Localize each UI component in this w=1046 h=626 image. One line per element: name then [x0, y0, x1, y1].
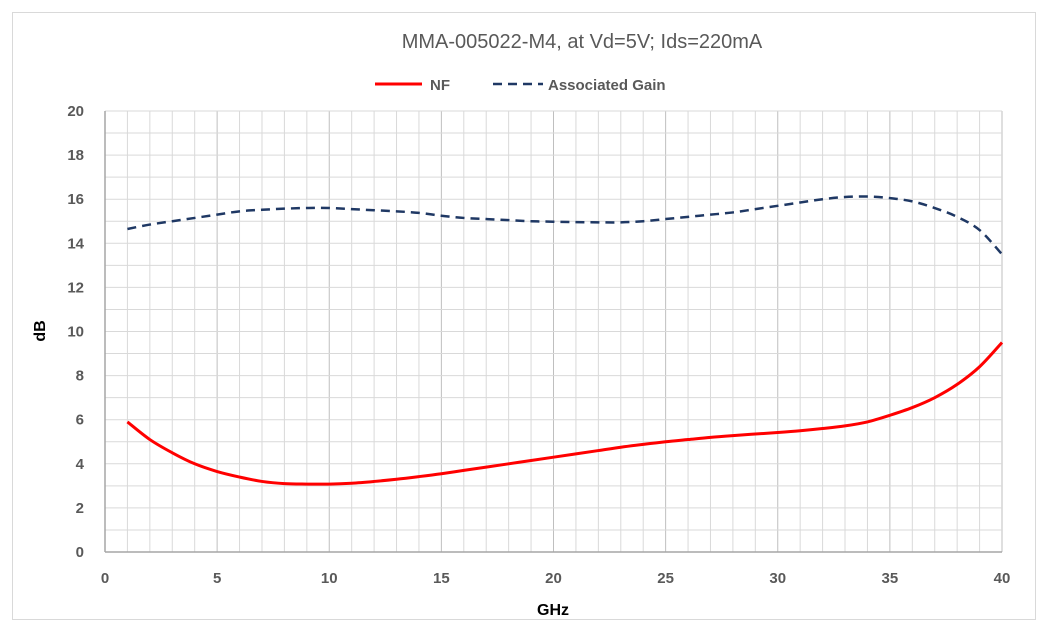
- x-tick-label: 20: [545, 570, 562, 587]
- grid: [104, 110, 1003, 553]
- x-tick-label: 35: [882, 570, 899, 587]
- y-tick-label: 10: [67, 324, 84, 341]
- y-axis-ticks: 0 2 4 6 8 10 12 14 16 18 20: [67, 103, 84, 561]
- x-tick-label: 40: [994, 570, 1011, 587]
- y-tick-label: 4: [76, 456, 85, 473]
- y-tick-label: 16: [67, 191, 84, 208]
- legend: NF Associated Gain: [375, 77, 666, 94]
- y-tick-label: 14: [67, 235, 84, 252]
- x-tick-label: 0: [101, 570, 109, 587]
- y-tick-label: 6: [76, 412, 84, 429]
- y-tick-label: 8: [76, 368, 84, 385]
- x-tick-label: 5: [213, 570, 221, 587]
- legend-label-nf: NF: [430, 77, 450, 94]
- chart-frame: [12, 12, 1036, 620]
- x-tick-label: 30: [769, 570, 786, 587]
- series-line-associated-gain: [127, 195, 1003, 256]
- x-axis-title: GHz: [537, 602, 569, 619]
- y-tick-label: 18: [67, 147, 84, 164]
- x-axis-ticks: 0 5 10 15 20 25 30 35 40: [101, 570, 1011, 587]
- x-tick-label: 10: [321, 570, 338, 587]
- legend-label-associated-gain: Associated Gain: [548, 77, 666, 94]
- y-tick-label: 0: [76, 544, 84, 561]
- y-tick-label: 12: [67, 279, 84, 296]
- x-tick-label: 25: [657, 570, 674, 587]
- chart-title: MMA-005022-M4, at Vd=5V; Ids=220mA: [402, 31, 763, 53]
- y-tick-label: 2: [76, 500, 84, 517]
- series-line-nf: [126, 341, 1004, 486]
- x-tick-label: 15: [433, 570, 450, 587]
- y-axis-title: dB: [32, 320, 49, 341]
- series-layer: [126, 195, 1004, 486]
- y-tick-label: 20: [67, 103, 84, 120]
